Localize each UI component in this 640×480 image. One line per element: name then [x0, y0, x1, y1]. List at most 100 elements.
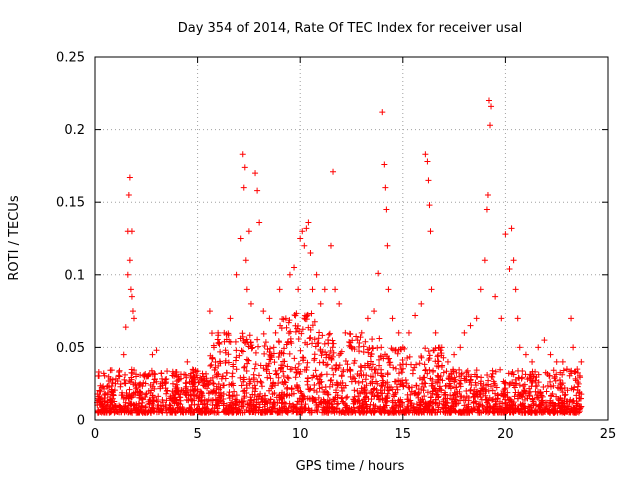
band-point [393, 405, 400, 412]
band-point [346, 405, 353, 412]
band-point [450, 407, 457, 414]
band-point [511, 393, 518, 400]
band-point [177, 391, 184, 398]
band-point [142, 380, 149, 387]
y-tick-label: 0.1 [64, 268, 85, 283]
band-point [368, 396, 375, 403]
data-point [299, 228, 306, 235]
band-point [416, 360, 423, 367]
band-point [379, 373, 386, 380]
band-point [240, 364, 247, 371]
band-point [439, 362, 446, 369]
band-point [117, 381, 124, 388]
band-point [463, 393, 470, 400]
band-point [532, 383, 539, 390]
band-point [311, 336, 318, 343]
band-point [295, 360, 302, 367]
band-point [327, 377, 334, 384]
band-point [383, 398, 390, 405]
band-point [208, 361, 215, 368]
data-point [382, 184, 389, 191]
band-point [261, 399, 268, 406]
band-point [515, 367, 522, 374]
band-point [267, 375, 274, 382]
band-point [329, 344, 336, 351]
data-point [260, 308, 267, 315]
band-point [207, 362, 214, 369]
band-point [296, 328, 303, 335]
data-point [541, 337, 548, 344]
band-point [416, 409, 423, 416]
band-point [432, 399, 439, 406]
band-point [338, 395, 345, 402]
band-point [447, 383, 454, 390]
band-point [255, 393, 262, 400]
band-point [489, 374, 496, 381]
data-point [336, 300, 343, 307]
data-point [492, 293, 499, 300]
band-point [349, 374, 356, 381]
band-point [318, 371, 325, 378]
data-point [457, 344, 464, 351]
band-point [570, 386, 577, 393]
band-point [418, 353, 425, 360]
band-point [182, 379, 189, 386]
band-point [129, 370, 136, 377]
band-point [359, 402, 366, 409]
data-point [221, 329, 228, 336]
data-point [483, 206, 490, 213]
x-tick-label: 25 [600, 427, 617, 442]
band-point [208, 330, 215, 337]
data-point [200, 373, 207, 380]
band-point [461, 375, 468, 382]
band-point [267, 345, 274, 352]
data-point [254, 187, 261, 194]
data-point [570, 344, 577, 351]
band-point [448, 403, 455, 410]
data-point [184, 358, 191, 365]
band-point [241, 363, 248, 370]
dense-scatter-band [94, 310, 585, 416]
data-point [242, 257, 249, 264]
band-point [336, 408, 343, 415]
band-point [220, 402, 227, 409]
band-point [517, 391, 524, 398]
band-point [269, 404, 276, 411]
band-point [502, 408, 509, 415]
data-point [553, 358, 560, 365]
band-point [441, 409, 448, 416]
band-point [214, 370, 221, 377]
band-point [120, 394, 127, 401]
band-point [226, 395, 233, 402]
band-point [243, 382, 250, 389]
band-point [95, 409, 102, 416]
band-point [154, 398, 161, 405]
data-point [506, 265, 513, 272]
band-point [167, 409, 174, 416]
data-point [282, 315, 289, 322]
band-point [365, 362, 372, 369]
band-point [495, 405, 502, 412]
band-point [400, 383, 407, 390]
band-point [251, 382, 258, 389]
band-point [504, 389, 511, 396]
band-point [577, 405, 584, 412]
band-point [427, 375, 434, 382]
band-point [395, 346, 402, 353]
band-point [169, 368, 176, 375]
band-point [357, 334, 364, 341]
band-point [223, 369, 230, 376]
band-point [292, 374, 299, 381]
data-point [405, 329, 412, 336]
band-point [355, 379, 362, 386]
x-axis-label: GPS time / hours [296, 459, 405, 474]
band-point [113, 403, 120, 410]
band-point [477, 380, 484, 387]
data-point [488, 103, 495, 110]
data-point [129, 308, 136, 315]
band-point [389, 346, 396, 353]
band-point [485, 377, 492, 384]
data-point [237, 235, 244, 242]
data-point [256, 219, 263, 226]
band-point [515, 406, 522, 413]
